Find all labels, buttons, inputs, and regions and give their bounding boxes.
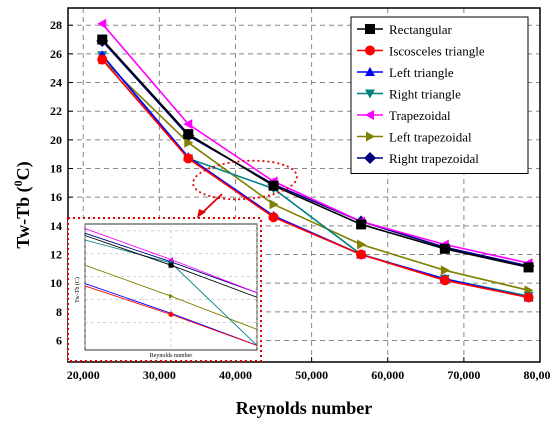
x-tick-label: 60,000 <box>371 368 404 382</box>
data-point <box>356 249 367 260</box>
legend-marker <box>364 152 376 164</box>
y-axis-title-tail: C) <box>13 161 34 180</box>
inset-y-title: Tw-Tb (C) <box>74 277 81 303</box>
data-point <box>268 180 279 191</box>
legend-label: Left triangle <box>389 65 454 80</box>
x-tick-label: 50,000 <box>295 368 328 382</box>
zoom-ellipse <box>192 159 298 201</box>
y-tick-label: 18 <box>50 162 62 176</box>
x-axis-title: Reynolds number <box>236 398 373 418</box>
x-tick-label: 70,000 <box>447 368 480 382</box>
y-axis-title-main: Tw-Tb ( <box>13 186 34 248</box>
data-point <box>97 18 107 29</box>
legend-marker <box>365 45 375 56</box>
inset-panel: Tw-Tb (C) Reynolds number <box>67 217 262 362</box>
legend-marker <box>365 24 375 34</box>
inset-data-point <box>168 257 173 263</box>
y-tick-label: 8 <box>56 305 62 319</box>
inset-border <box>67 217 262 362</box>
legend-marker <box>365 89 375 99</box>
x-tick-label: 80,000 <box>524 368 550 382</box>
data-point <box>439 275 450 286</box>
y-tick-label: 14 <box>50 219 62 233</box>
y-tick-label: 26 <box>50 47 62 61</box>
data-point <box>439 243 450 254</box>
inset-x-title: Reynolds number <box>150 353 193 359</box>
y-tick-label: 6 <box>56 334 62 348</box>
inset-data-point <box>168 262 174 268</box>
data-point <box>356 219 367 230</box>
legend-label: Rectangular <box>389 22 452 37</box>
y-tick-label: 22 <box>50 104 62 118</box>
y-tick-label: 16 <box>50 190 62 204</box>
legend-label: Right trapezoidal <box>389 151 479 166</box>
data-point <box>269 199 279 210</box>
x-tick-label: 20,000 <box>67 368 100 382</box>
plot-frame <box>67 7 541 363</box>
legend-label: Trapezoidal <box>389 108 451 123</box>
legend-label: Right triangle <box>389 87 461 102</box>
inset-data-point <box>169 293 174 299</box>
y-axis-title-sup: 0 <box>11 180 25 186</box>
y-axis-title: Tw-Tb (0C) <box>11 161 34 248</box>
legend: Rectangular Iscosceles triangle Left trian… <box>350 16 529 174</box>
series-line <box>101 38 529 269</box>
legend-marker <box>365 110 374 120</box>
series-line <box>101 23 529 264</box>
data-point <box>523 262 534 273</box>
zoom-arrow-head <box>197 209 206 218</box>
y-tick-label: 10 <box>50 276 62 290</box>
data-point <box>97 54 108 65</box>
zoom-arrow <box>200 193 223 215</box>
legend-box <box>350 16 529 174</box>
series-line <box>101 59 529 299</box>
data-point <box>183 153 194 164</box>
plot-area: 20,000 30,000 40,000 50,000 60,000 70,000 80,0… <box>50 7 550 382</box>
data-point <box>184 137 194 148</box>
series-line <box>101 59 529 292</box>
y-tick-label: 20 <box>50 133 62 147</box>
inset-data-point <box>168 311 174 317</box>
data-point <box>357 239 367 250</box>
y-tick-label: 24 <box>50 76 62 90</box>
x-tick-label: 30,000 <box>143 368 176 382</box>
legend-label: Left trapezoidal <box>389 130 472 145</box>
data-point <box>97 34 108 45</box>
legend-label: Iscosceles triangle <box>389 44 485 59</box>
x-tick-label: 40,000 <box>219 368 252 382</box>
legend-marker <box>365 67 375 76</box>
data-point <box>183 119 193 130</box>
data-point <box>440 265 450 276</box>
data-point <box>268 212 279 223</box>
y-tick-label: 28 <box>50 18 62 32</box>
legend-marker <box>366 131 375 142</box>
data-point <box>523 292 534 303</box>
data-point <box>183 129 194 140</box>
y-tick-label: 12 <box>50 248 62 262</box>
series-line <box>101 40 529 267</box>
